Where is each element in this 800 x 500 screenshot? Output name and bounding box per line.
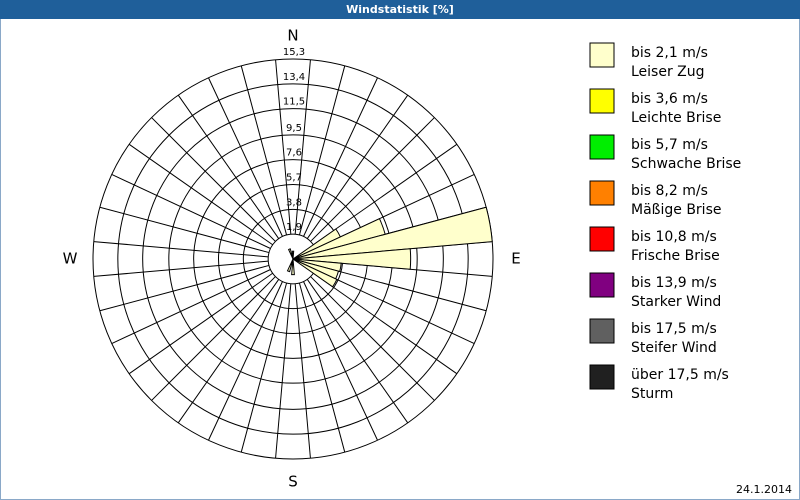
wind-bar: [292, 248, 412, 270]
spoke: [313, 143, 458, 246]
legend-swatch: [589, 42, 615, 68]
spoke: [93, 260, 269, 277]
spoke: [128, 143, 273, 246]
spoke: [111, 269, 271, 344]
grid-ring: [168, 134, 418, 384]
legend-description: Steifer Wind: [631, 340, 717, 356]
r-tick-label: 3,8: [286, 197, 302, 208]
legend-label: bis 17,5 m/s: [631, 321, 717, 337]
spoke: [275, 283, 292, 459]
legend-description: Mäßige Brise: [631, 202, 721, 218]
spoke: [294, 283, 311, 459]
legend-swatch: [589, 272, 615, 298]
spoke: [151, 117, 276, 242]
spoke: [128, 272, 273, 375]
spoke: [177, 279, 280, 424]
legend-swatch: [589, 134, 615, 160]
spoke: [303, 281, 378, 441]
legend-swatch: [589, 364, 615, 390]
legend-label: bis 5,7 m/s: [631, 137, 708, 153]
legend-label: bis 10,8 m/s: [631, 229, 717, 245]
spoke: [93, 241, 269, 258]
spoke: [99, 206, 270, 254]
spoke: [303, 77, 378, 237]
legend-swatch: [589, 180, 615, 206]
title-bar: [0, 0, 800, 19]
r-tick-label: 11,5: [283, 97, 305, 108]
grid-ring: [92, 58, 494, 460]
spoke: [306, 279, 409, 424]
spoke: [315, 269, 475, 344]
wind-bar: [292, 258, 338, 288]
spoke: [240, 282, 288, 453]
r-tick-label: 7,6: [286, 148, 302, 159]
r-tick-label: 15,3: [283, 47, 305, 58]
legend-description: Sturm: [631, 386, 673, 402]
grid-ring: [142, 108, 444, 410]
wind-bar: [287, 248, 294, 260]
spoke: [99, 264, 270, 312]
spoke: [177, 94, 280, 239]
legend-description: Leichte Brise: [631, 110, 721, 126]
spoke: [306, 94, 409, 239]
spoke: [275, 59, 292, 235]
spoke: [298, 65, 346, 236]
legend-label: bis 13,9 m/s: [631, 275, 717, 291]
r-tick-label: 5,7: [286, 172, 302, 183]
spoke: [310, 117, 435, 242]
r-tick-label: 9,5: [286, 123, 302, 134]
legend-description: Schwache Brise: [631, 156, 741, 172]
legend-description: Frische Brise: [631, 248, 720, 264]
legend-label: bis 8,2 m/s: [631, 183, 708, 199]
date: 24.1.2014: [736, 483, 792, 496]
spoke: [313, 272, 458, 375]
r-tick-label: 13,4: [283, 72, 305, 83]
wind-bar: [291, 250, 295, 260]
legend-swatch: [589, 318, 615, 344]
direction-label: W: [63, 250, 78, 268]
chart-title: Windstatistik [%]: [346, 3, 454, 16]
legend-swatch: [589, 226, 615, 252]
r-tick-label: 1,9: [286, 222, 302, 233]
legend-description: Leiser Zug: [631, 64, 705, 80]
legend-label: über 17,5 m/s: [631, 367, 729, 383]
legend-description: Starker Wind: [631, 294, 721, 310]
spoke: [294, 59, 311, 235]
spoke: [208, 77, 283, 237]
direction-label: E: [511, 250, 520, 268]
direction-label: N: [287, 27, 298, 45]
wind-bar: [291, 258, 295, 276]
spoke: [316, 264, 487, 312]
legend-swatch: [589, 88, 615, 114]
spoke: [111, 174, 271, 249]
wind-bar: [286, 258, 294, 273]
legend-label: bis 2,1 m/s: [631, 45, 708, 61]
spoke: [240, 65, 288, 236]
grid-ring: [117, 83, 469, 435]
spoke: [151, 276, 276, 401]
wind-bar: [292, 206, 493, 260]
spoke: [208, 281, 283, 441]
direction-label: S: [288, 473, 298, 491]
spoke: [298, 282, 346, 453]
spoke: [310, 276, 435, 401]
legend-label: bis 3,6 m/s: [631, 91, 708, 107]
